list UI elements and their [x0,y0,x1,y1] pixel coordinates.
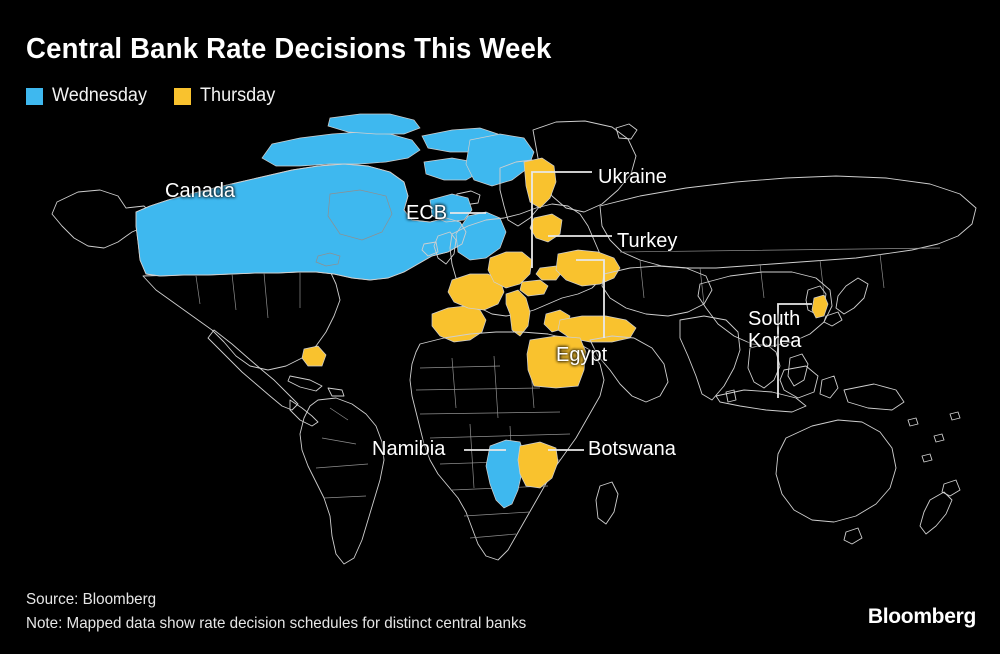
page-title: Central Bank Rate Decisions This Week [26,33,552,65]
region-sri-lanka [725,389,737,403]
region-new-guinea [843,383,905,411]
legend: Wednesday Thursday [26,85,279,107]
region-sulawesi [819,375,839,399]
region-china [697,271,833,347]
legend-swatch-wednesday [26,87,43,105]
region-india [679,315,741,401]
world-map-svg [51,113,977,565]
world-map-container: Canada ECB Ukraine Turkey Egypt South Ko… [0,108,1000,568]
region-egypt-fill [526,335,587,389]
leader-line-ukraine [531,171,592,268]
region-asia-borders [619,247,941,305]
map-label-ukraine: Ukraine [598,166,667,188]
region-hispaniola [327,387,345,397]
region-japan-south [823,311,843,327]
region-middle-east [589,335,669,403]
region-mexico [207,329,299,411]
region-ecb-germany-benelux [487,251,533,289]
region-canada-labrador [455,211,507,261]
legend-item-thursday: Thursday [174,85,279,107]
region-south-america-borders [315,407,369,499]
footer-source: Source: Bloomberg [26,591,157,608]
region-ecb-france [447,273,505,311]
bloomberg-logo: Bloomberg [867,605,976,628]
region-central-america [289,399,319,427]
region-philippines [787,353,809,387]
region-ireland [421,241,439,257]
region-tasmania [843,527,863,545]
region-south-america [299,397,385,565]
region-canada-arctic-2 [327,113,421,135]
region-canada-arctic-1 [261,131,421,167]
region-hudson-bay [327,189,393,241]
legend-label-wednesday: Wednesday [52,85,147,106]
region-new-zealand [919,491,953,535]
region-canada-baffin [465,133,535,187]
region-ecb-austria-slovenia [519,279,549,297]
region-russia-asia [599,175,977,269]
region-ecb-finland [523,157,557,209]
region-ukraine-fill [555,249,621,287]
region-new-zealand-north [941,479,961,497]
region-great-lakes [315,252,341,267]
region-canada-ne [429,193,473,223]
map-label-egypt: Egypt [556,344,608,366]
region-svalbard [615,123,638,140]
region-us-state-lines [195,272,301,319]
legend-swatch-thursday [174,87,191,105]
region-botswana-fill [517,441,559,489]
legend-label-thursday: Thursday [200,85,276,106]
region-madagascar [595,481,619,525]
map-label-canada: Canada [165,180,236,202]
legend-item-wednesday: Wednesday [26,85,152,107]
region-pacific-islands [907,411,961,463]
region-borneo [779,365,819,399]
region-indonesia-1 [715,389,807,413]
region-uk [433,231,457,265]
map-label-ecb: ECB [406,202,448,224]
map-label-botswana: Botswana [588,438,676,460]
leader-line-egypt [576,259,605,338]
region-japan [835,277,869,315]
region-ecb-italy [505,289,531,337]
region-ecb-baltics [529,213,563,243]
region-australia [775,419,897,523]
region-ecb-slovakia [535,265,563,281]
region-cuba [287,375,323,392]
region-southeast-asia [747,343,781,389]
map-label-south-korea: South Korea [748,308,802,352]
footer: Source: Bloomberg Note: Mapped data show… [26,588,553,636]
region-central-asia [601,265,713,317]
map-label-turkey: Turkey [617,230,678,252]
footer-note: Note: Mapped data show rate decision sch… [26,615,527,632]
region-namibia-fill [485,439,525,509]
region-south-korea-fill [811,294,829,319]
leader-line-south-korea [777,303,812,398]
region-guyana-fill [301,345,327,367]
map-label-namibia: Namibia [372,438,446,460]
region-ecb-iberia [431,305,487,343]
